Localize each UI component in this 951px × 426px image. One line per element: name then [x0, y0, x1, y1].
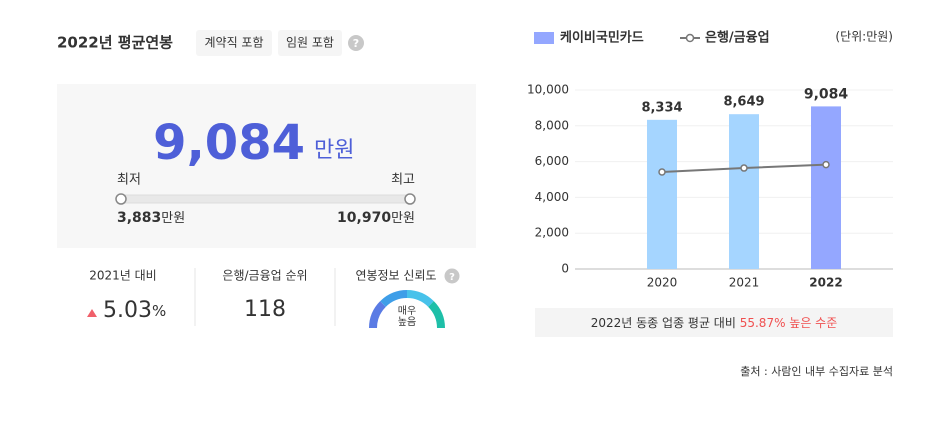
note: 2022년 동종 업종 평균 대비 55.87% 높은 수준	[591, 316, 838, 330]
tag: 임원 포함	[286, 36, 334, 50]
change-text: 5.03%	[103, 298, 166, 323]
line-marker	[740, 164, 748, 172]
y-tick-label: 4,000	[535, 190, 569, 204]
y-tick-label: 0	[561, 262, 569, 276]
note-prefix: 2022년 동종 업종 평균 대비	[591, 316, 740, 330]
reliability-label: 연봉정보 신뢰도	[355, 269, 436, 283]
max-label: 최고	[391, 173, 415, 188]
gauge	[369, 290, 445, 329]
max-text: 10,970만원	[337, 210, 415, 226]
tag-box	[196, 30, 272, 56]
min-text: 3,883만원	[117, 210, 185, 226]
change-unit: %	[152, 302, 166, 320]
tag: 계약직 포함	[204, 35, 263, 50]
line-marker	[658, 168, 666, 176]
legend-marker	[685, 33, 695, 43]
y-tick-label: 6,000	[535, 154, 569, 168]
value-label: 8,334	[641, 100, 682, 115]
bar	[811, 106, 841, 270]
x-tick-label: 2022	[809, 276, 842, 290]
max-unit: 만원	[391, 211, 415, 226]
range-max	[404, 193, 416, 205]
value-label: 9,084	[804, 86, 849, 102]
min-unit: 만원	[161, 211, 185, 226]
y-tick-label: 10,000	[527, 83, 569, 97]
min-label: 최저	[117, 173, 141, 188]
rank-label: 은행/금융업 순위	[222, 268, 307, 283]
value-label: 8,649	[723, 95, 764, 110]
gauge-seg	[428, 301, 445, 329]
max-value: 10,970	[337, 210, 391, 226]
gauge-seg	[380, 290, 408, 307]
x-tick-label: 2020	[647, 276, 678, 290]
note-highlight: 55.87% 높은 수준	[740, 316, 838, 330]
line-marker	[822, 160, 830, 169]
help-mark[interactable]: ?	[353, 37, 359, 50]
change-label: 2021년 대비	[89, 269, 156, 283]
y-tick-label: 8,000	[535, 118, 569, 132]
gauge-seg	[369, 301, 386, 329]
bar	[647, 119, 677, 269]
legend-label: 은행/금융업	[705, 30, 770, 46]
min-value: 3,883	[117, 210, 161, 226]
change-value: 5.03	[103, 298, 152, 323]
title: 2022년 평균연봉	[57, 34, 173, 52]
gauge-seg	[406, 290, 434, 307]
bar	[729, 114, 759, 270]
up-icon	[87, 309, 97, 317]
range-min	[115, 193, 127, 205]
rank-value: 118	[244, 297, 286, 322]
help-mark[interactable]: ?	[449, 272, 455, 283]
tag-box	[278, 30, 342, 56]
legend-swatch-bar	[534, 32, 554, 44]
unit-label: (단위:만원)	[835, 30, 893, 44]
note-box	[535, 308, 893, 337]
average-unit: 만원	[314, 138, 354, 163]
help-icon[interactable]	[348, 35, 364, 51]
gauge-text: 높음	[398, 316, 416, 328]
gauge-text: 매우	[398, 305, 416, 317]
y-tick-label: 2,000	[535, 226, 569, 240]
legend-label: 케이비국민카드	[560, 30, 644, 46]
summary-box	[57, 84, 476, 248]
x-tick-label: 2021	[729, 276, 760, 290]
range-track	[120, 194, 411, 204]
help-icon[interactable]	[444, 268, 460, 284]
source: 출처 : 사람인 내부 수집자료 분석	[740, 365, 893, 378]
average-value: 9,084	[153, 115, 305, 171]
